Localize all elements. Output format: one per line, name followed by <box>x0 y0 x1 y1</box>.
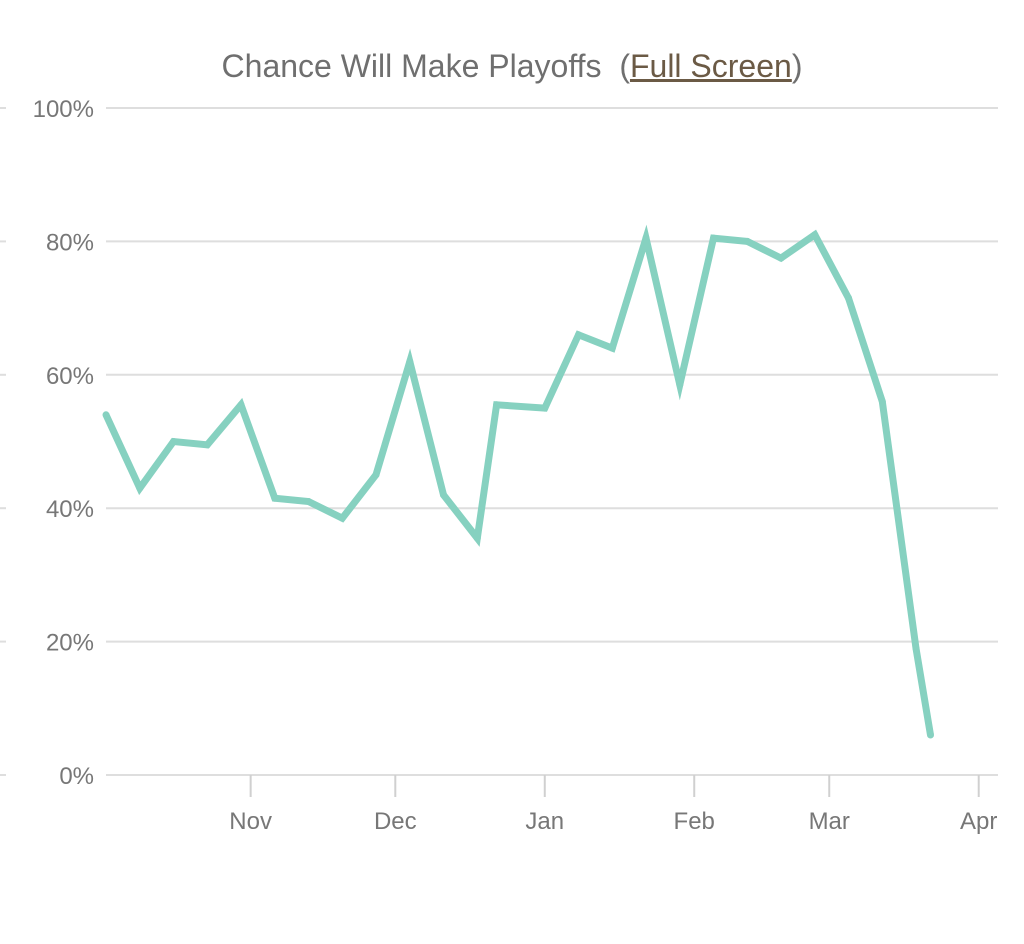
x-tick-label: Mar <box>809 808 850 835</box>
x-tick-label: Jan <box>525 808 564 835</box>
chart-title: Chance Will Make Playoffs <box>221 48 602 84</box>
x-tick-label: Dec <box>374 808 417 835</box>
data-point <box>710 234 717 242</box>
data-point <box>440 491 447 499</box>
data-point <box>878 398 886 405</box>
x-axis <box>249 775 980 797</box>
data-point <box>642 234 650 242</box>
data-point <box>912 644 920 652</box>
data-point <box>777 254 785 262</box>
y-axis-labels: 0% 20% 40% 60% 80% 100% <box>33 96 94 790</box>
close-paren: ) <box>791 48 803 84</box>
y-tick-label: 60% <box>46 363 94 390</box>
data-point <box>575 331 582 339</box>
data-point <box>811 231 819 239</box>
y-tick-label: 80% <box>46 229 94 256</box>
y-tick-label: 40% <box>46 496 94 523</box>
data-point <box>203 441 211 449</box>
data-point <box>541 404 549 412</box>
data-point <box>493 401 501 409</box>
data-point <box>102 411 110 419</box>
y-tick-label: 0% <box>59 763 94 790</box>
x-axis-labels: Nov Dec Jan Feb Mar Apr <box>229 808 997 835</box>
data-point <box>608 344 616 352</box>
data-point <box>372 471 380 479</box>
series-line-0 <box>102 224 934 736</box>
x-tick-label: Nov <box>229 808 272 835</box>
data-point <box>473 534 481 542</box>
data-point <box>845 294 852 302</box>
data-point <box>676 381 684 389</box>
data-point <box>237 401 245 409</box>
full-screen-link[interactable]: Full Screen <box>629 48 792 84</box>
data-point <box>338 514 346 522</box>
y-tick-label: 100% <box>33 96 94 123</box>
data-point <box>271 494 279 502</box>
data-point <box>927 731 934 739</box>
data-point <box>743 237 751 245</box>
y-tick-label: 20% <box>46 630 94 657</box>
series-layer <box>102 224 934 739</box>
grid-lines <box>0 107 998 776</box>
data-point <box>406 358 414 365</box>
x-tick-label: Feb <box>674 808 715 835</box>
data-point <box>136 484 144 492</box>
x-tick-label: Apr <box>960 808 997 835</box>
open-paren: ( <box>619 48 630 84</box>
chart-title-row: Chance Will Make Playoffs (Full Screen) <box>0 48 1024 85</box>
data-point <box>305 498 312 505</box>
data-point <box>170 438 177 445</box>
